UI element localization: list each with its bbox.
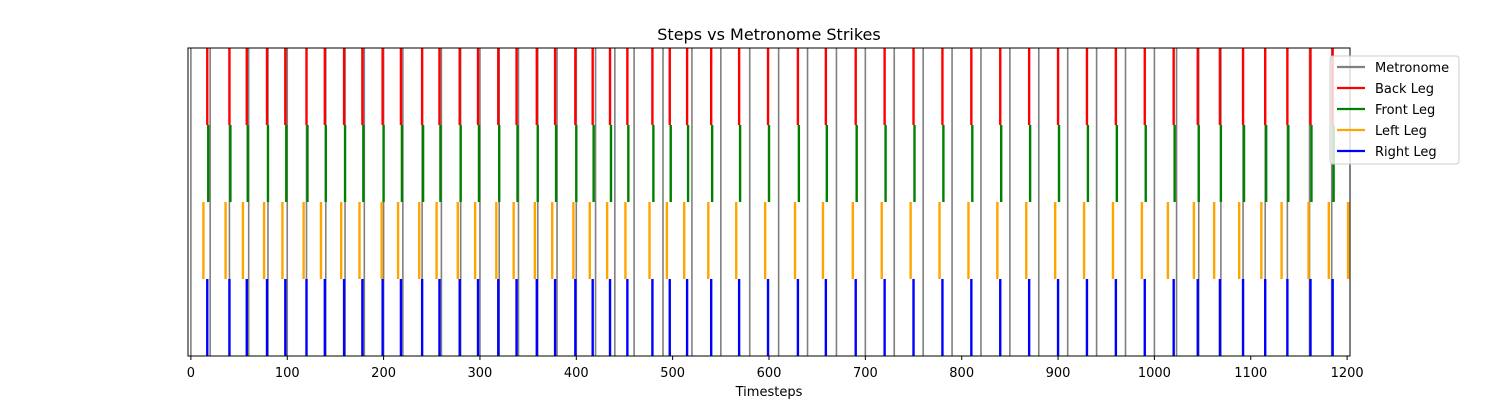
legend-label-back-leg: Back Leg	[1375, 82, 1434, 97]
x-tick-label: 1100	[1234, 366, 1267, 381]
x-tick-label: 300	[468, 366, 493, 381]
x-tick-label: 500	[660, 366, 685, 381]
x-tick-label: 800	[949, 366, 974, 381]
legend-label-front-leg: Front Leg	[1375, 103, 1435, 118]
x-tick-label: 400	[564, 366, 589, 381]
legend-box	[1329, 55, 1460, 165]
x-tick-label: 700	[853, 366, 878, 381]
x-tick-label: 1000	[1138, 366, 1171, 381]
legend-label-metronome: Metronome	[1375, 61, 1449, 76]
x-tick-label: 600	[757, 366, 782, 381]
legend-label-left-leg: Left Leg	[1375, 124, 1427, 139]
legend: Metronome Back Leg Front Leg Left Leg Right …	[1329, 55, 1460, 165]
x-tick-label: 900	[1046, 366, 1071, 381]
legend-label-right-leg: Right Leg	[1375, 145, 1437, 160]
x-tick-label: 0	[187, 366, 195, 381]
x-axis-label: Timesteps	[735, 385, 803, 400]
x-tick-label: 100	[275, 366, 300, 381]
x-tick-label: 200	[371, 366, 396, 381]
event-lines-group	[190, 48, 1350, 356]
x-axis: 0 100 200 300 400 500 600 700 800 900 1000 1100 1200	[187, 356, 1364, 381]
chart-title: Steps vs Metronome Strikes	[657, 25, 880, 44]
x-tick-label: 1200	[1331, 366, 1364, 381]
